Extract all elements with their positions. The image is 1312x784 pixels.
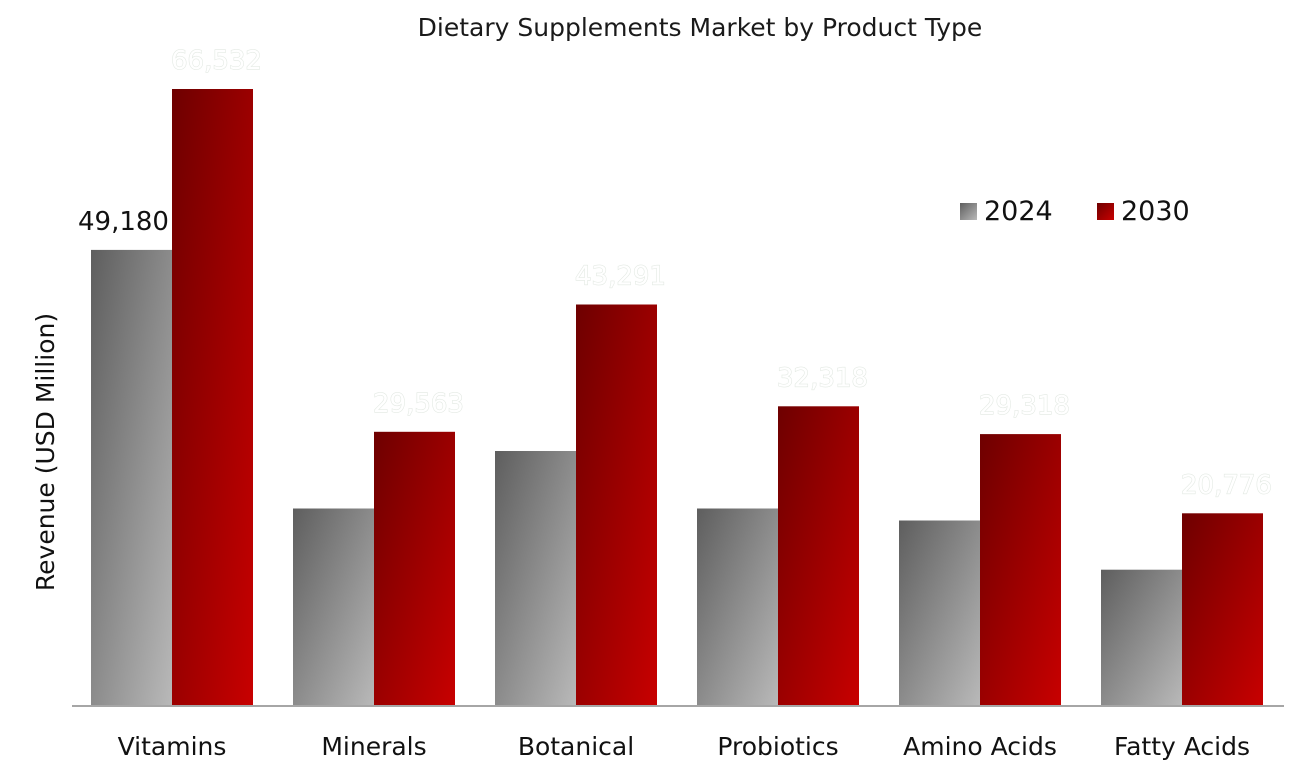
legend: 2024 2030 xyxy=(960,196,1190,227)
x-tick-amino-acids: Amino Acids xyxy=(903,732,1057,761)
bar-2030-probiotics xyxy=(778,406,859,706)
x-tick-probiotics: Probiotics xyxy=(717,732,838,761)
x-tick-labels-group: Vitamins Minerals Botanical Probiotics Amino… xyxy=(118,732,1250,761)
bar-2024-vitamins xyxy=(91,249,172,706)
bar-2024-botanical xyxy=(495,451,576,706)
y-axis-label: Revenue (USD Million) xyxy=(31,313,60,591)
data-label-2030-vitamins: 66,532 xyxy=(171,46,262,76)
data-label-2030-fatty-acids: 20,776 xyxy=(1181,470,1272,500)
bar-2024-amino-acids xyxy=(899,520,980,706)
legend-label-2030: 2030 xyxy=(1121,196,1190,227)
data-label-2030-amino-acids: 29,318 xyxy=(979,391,1070,421)
bar-2030-botanical xyxy=(576,304,657,706)
x-tick-fatty-acids: Fatty Acids xyxy=(1114,732,1250,761)
bar-2030-minerals xyxy=(374,431,455,706)
x-tick-minerals: Minerals xyxy=(321,732,426,761)
bar-2024-probiotics xyxy=(697,508,778,706)
bar-2024-minerals xyxy=(293,508,374,706)
data-label-2030-botanical: 43,291 xyxy=(575,262,666,292)
chart-title: Dietary Supplements Market by Product Ty… xyxy=(418,13,983,42)
x-tick-botanical: Botanical xyxy=(518,732,634,761)
x-tick-vitamins: Vitamins xyxy=(118,732,227,761)
legend-label-2024: 2024 xyxy=(984,196,1053,227)
legend-swatch-2030 xyxy=(1097,203,1114,220)
bar-2030-fatty-acids xyxy=(1182,513,1263,706)
bar-2030-amino-acids xyxy=(980,434,1061,706)
bar-2030-vitamins xyxy=(172,89,253,706)
bar-2024-fatty-acids xyxy=(1101,569,1182,706)
data-label-2030-minerals: 29,563 xyxy=(373,389,464,419)
data-label-2024-vitamins: 49,180 xyxy=(78,207,169,237)
data-label-2030-probiotics: 32,318 xyxy=(777,363,868,393)
data-labels-group: 49,180 66,532 29,563 43,291 32,318 29,318 20,7… xyxy=(78,45,1273,500)
legend-swatch-2024 xyxy=(960,203,977,220)
bars-group xyxy=(91,89,1263,706)
